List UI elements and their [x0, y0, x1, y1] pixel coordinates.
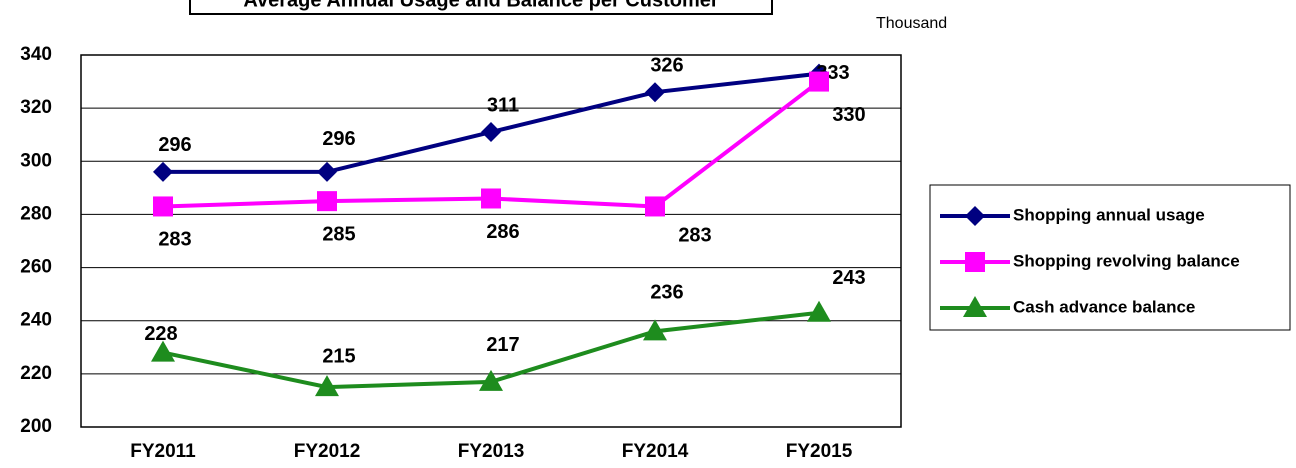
legend-box — [929, 184, 1291, 331]
data-label: 296 — [158, 134, 191, 156]
data-label: 217 — [486, 334, 519, 356]
marker — [317, 161, 337, 182]
data-label: 236 — [650, 282, 683, 304]
marker — [963, 296, 987, 317]
y-tick-label: 340 — [20, 44, 52, 65]
marker — [481, 122, 501, 143]
y-tick-label: 280 — [20, 203, 52, 224]
y-tick-label: 200 — [20, 416, 52, 437]
x-tick-label: FY2011 — [130, 441, 196, 462]
y-tick-label: 220 — [20, 363, 52, 384]
data-label: 296 — [322, 128, 355, 150]
data-label: 285 — [322, 223, 355, 245]
marker — [645, 196, 665, 217]
data-label: 228 — [144, 323, 177, 345]
title-box — [189, 0, 773, 15]
data-label: 311 — [487, 94, 519, 116]
marker — [965, 252, 985, 272]
marker — [315, 375, 339, 397]
marker — [479, 369, 503, 391]
data-label: 215 — [322, 345, 355, 367]
marker — [807, 300, 831, 322]
marker — [151, 340, 175, 362]
legend-label: Shopping annual usage — [1013, 205, 1205, 224]
y-unit: Thousand — [876, 15, 947, 32]
legend-label: Cash advance balance — [1013, 297, 1195, 316]
x-tick-label: FY2015 — [786, 441, 853, 462]
plot-border — [80, 54, 902, 428]
data-label: 286 — [486, 221, 519, 243]
marker — [965, 206, 985, 226]
marker — [481, 188, 501, 209]
marker — [317, 191, 337, 212]
x-tick-label: FY2014 — [622, 441, 689, 462]
marker — [809, 71, 829, 92]
data-label: 283 — [678, 225, 711, 247]
y-tick-label: 240 — [20, 310, 52, 331]
legend-label: Shopping revolving balance — [1013, 251, 1240, 270]
marker — [643, 319, 667, 341]
marker — [645, 82, 665, 103]
y-tick-label: 320 — [20, 97, 52, 118]
data-label: 243 — [832, 267, 865, 289]
y-tick-label: 300 — [20, 150, 52, 171]
data-label: 283 — [158, 229, 191, 251]
data-label: 330 — [832, 104, 865, 126]
y-tick-label: 260 — [20, 257, 52, 278]
chart-title: Average Annual Usage and Balance per Cus… — [243, 0, 719, 11]
x-tick-label: FY2013 — [458, 441, 525, 462]
data-label: 326 — [650, 54, 683, 76]
marker — [153, 196, 173, 217]
x-tick-label: FY2012 — [294, 441, 361, 462]
marker — [153, 161, 173, 182]
